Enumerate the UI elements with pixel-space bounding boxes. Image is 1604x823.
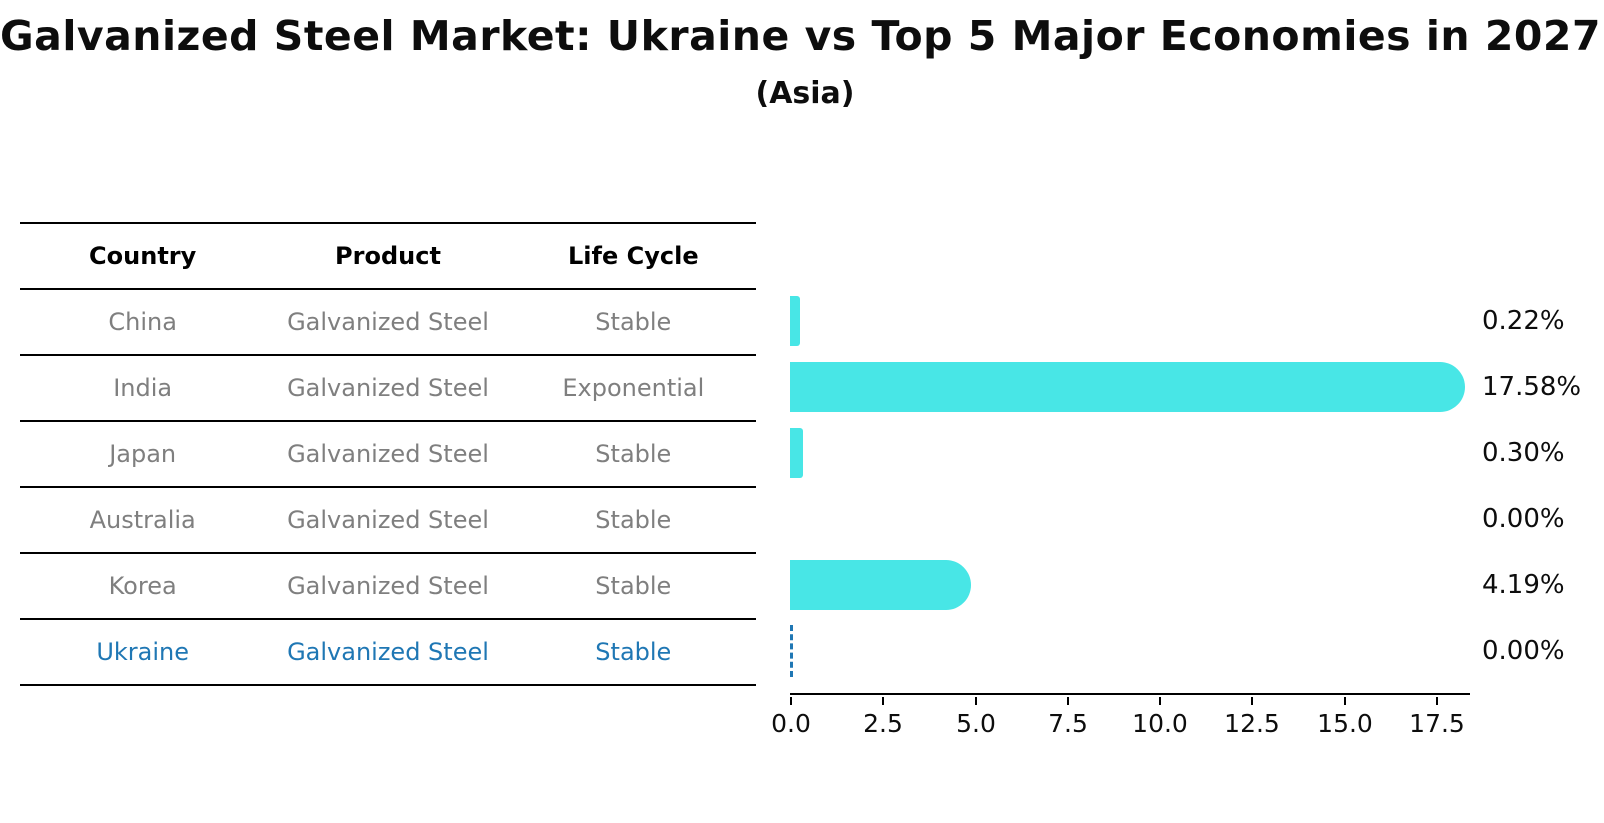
figure-subtitle: (Asia) [755, 76, 855, 111]
cell-product: Galvanized Steel [287, 572, 489, 600]
column-header-life-cycle: Life Cycle [568, 242, 699, 270]
cell-product: Galvanized Steel [287, 506, 489, 534]
x-tick-label: 7.5 [1048, 709, 1088, 738]
value-label-china: 0.22% [1482, 306, 1565, 336]
cell-life-cycle: Stable [595, 440, 672, 468]
bar-china [790, 296, 800, 346]
bar-india [790, 362, 1465, 412]
cell-product: Galvanized Steel [287, 440, 489, 468]
bar-japan [790, 428, 803, 478]
x-tick-label: 2.5 [863, 709, 903, 738]
x-tick-label: 12.5 [1224, 709, 1280, 738]
zero-value-dashed-marker-ukraine [790, 625, 793, 677]
x-tick-label: 5.0 [956, 709, 996, 738]
column-header-country: Country [89, 242, 197, 270]
x-tick-label: 0.0 [771, 709, 811, 738]
x-tick-label: 15.0 [1317, 709, 1373, 738]
value-label-ukraine: 0.00% [1482, 636, 1565, 666]
bar-korea [790, 560, 971, 610]
x-tick [1159, 697, 1161, 705]
cell-life-cycle: Exponential [562, 374, 705, 402]
table-row: Ukraine Galvanized Steel Stable [20, 620, 756, 686]
table-body: China Galvanized Steel Stable India Galvaniz… [20, 290, 756, 686]
value-label-korea: 4.19% [1482, 570, 1565, 600]
table-row: Korea Galvanized Steel Stable [20, 554, 756, 620]
value-label-india: 17.58% [1482, 372, 1582, 402]
x-axis: 0.0 2.5 5.0 7.5 10.0 12.5 15.0 17.5 [771, 693, 1470, 738]
x-tick [882, 697, 884, 705]
figure-title: Galvanized Steel Market: Ukraine vs Top … [0, 12, 1601, 60]
value-label-japan: 0.30% [1482, 438, 1565, 468]
table-header-row: Country Product Life Cycle [20, 224, 756, 290]
table-row: India Galvanized Steel Exponential [20, 356, 756, 422]
x-tick [790, 697, 792, 705]
cell-product: Galvanized Steel [287, 638, 489, 666]
x-tick [975, 697, 977, 705]
cell-country: India [113, 374, 173, 402]
x-tick [1436, 697, 1438, 705]
x-tick [1251, 697, 1253, 705]
x-tick-label: 17.5 [1409, 709, 1465, 738]
cell-life-cycle: Stable [595, 506, 672, 534]
cell-life-cycle: Stable [595, 572, 672, 600]
cell-country: Korea [108, 572, 177, 600]
value-label-australia: 0.00% [1482, 504, 1565, 534]
cell-country: Ukraine [96, 638, 189, 666]
cell-product: Galvanized Steel [287, 374, 489, 402]
cell-country: Australia [89, 506, 196, 534]
table-row: Japan Galvanized Steel Stable [20, 422, 756, 488]
x-tick [1344, 697, 1346, 705]
table-row: China Galvanized Steel Stable [20, 290, 756, 356]
x-tick [1067, 697, 1069, 705]
cell-life-cycle: Stable [595, 638, 672, 666]
x-tick-label: 10.0 [1132, 709, 1188, 738]
cell-life-cycle: Stable [595, 308, 672, 336]
cell-country: Japan [109, 440, 177, 468]
table-row: Australia Galvanized Steel Stable [20, 488, 756, 554]
country-table: Country Product Life Cycle China Galvaniz… [20, 222, 756, 686]
cell-product: Galvanized Steel [287, 308, 489, 336]
cell-country: China [108, 308, 177, 336]
column-header-product: Product [335, 242, 441, 270]
